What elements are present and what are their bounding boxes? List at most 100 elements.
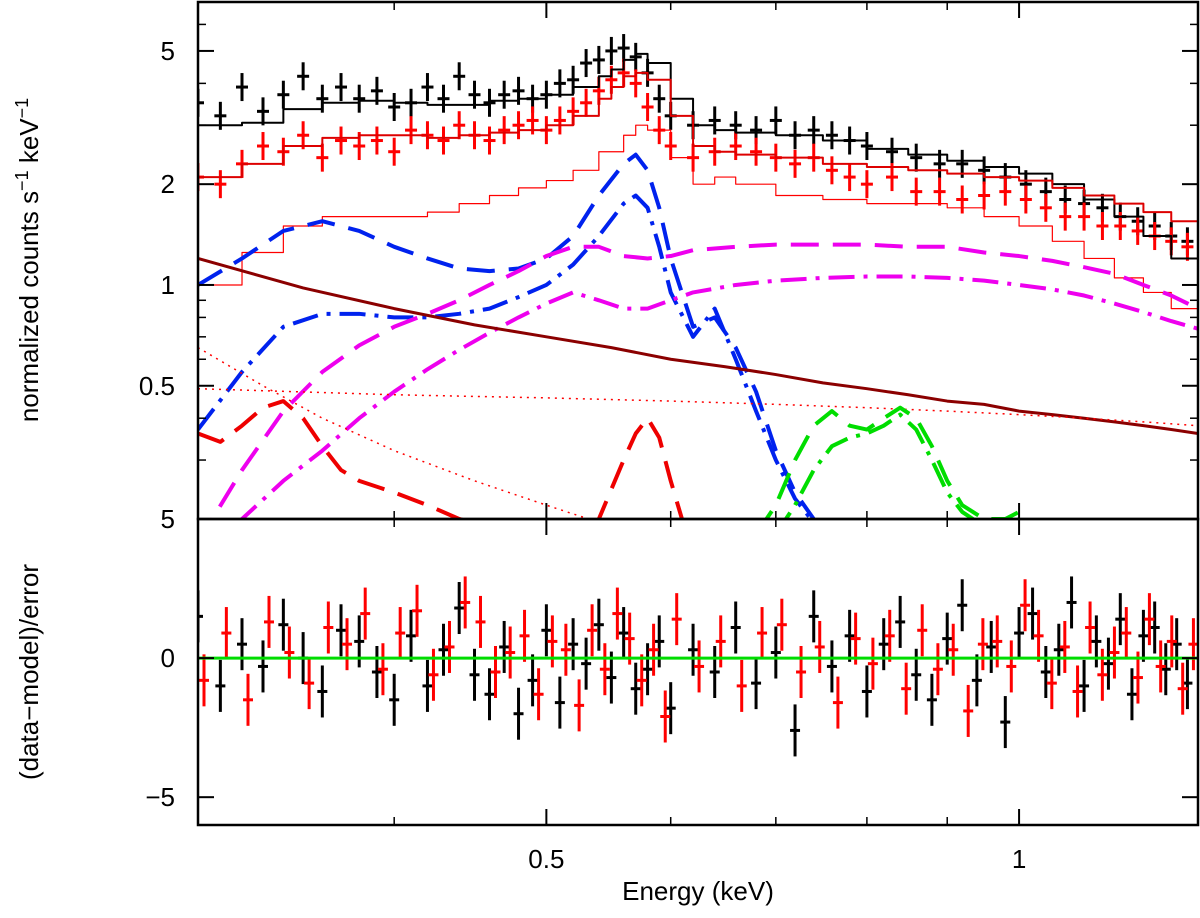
residuals-black-point [389,673,400,726]
residuals-red-point [475,595,486,648]
residuals-red-point [624,612,635,665]
data-red-point [437,126,450,155]
residual-y-tick-label: 5 [161,504,175,534]
data-red-point [843,163,856,192]
data-red-point [1039,193,1052,222]
data-red-point [729,132,742,161]
residuals-red-point [412,584,423,637]
residual-y-axis-title: (data−model)/error [14,564,44,780]
residuals-black-point [878,618,889,671]
residuals-red-point [574,679,585,732]
residuals-red-point [284,626,295,679]
residuals-red-point [533,668,544,721]
data-red-point [641,93,654,122]
component-blue-dashdot-line [198,193,814,519]
residuals-black-point [513,687,524,740]
residuals-black-point [957,579,968,632]
data-black-point [605,36,618,65]
residuals-red-point [221,607,232,660]
residuals-black-point [469,648,480,701]
data-red-point [388,137,401,166]
residuals-red-point [490,646,501,698]
residuals-red-point [1109,626,1120,679]
residuals-black-point [1160,643,1171,696]
y-title-sup1: −1 [12,170,32,191]
x-axis-title: Energy (keV) [622,876,774,906]
residuals-red-point [1132,651,1143,704]
residuals-black-point [1091,615,1102,668]
y-tick-label: 1 [161,270,175,300]
residuals-black-point [926,673,937,726]
residuals-black-point [1066,576,1077,629]
data-red-point [910,177,923,206]
residuals-red-point [1144,593,1155,646]
data-black-point [498,80,511,109]
residuals-red-point [932,643,943,696]
residuals-red-point [199,654,209,707]
data-red-point [335,126,348,155]
residuals-black-point [618,607,629,660]
data-black-point [256,97,269,126]
component-green-dash-line [764,405,1029,519]
data-red-point [297,121,310,150]
residuals-red-point [832,676,843,729]
data-red-point [580,88,593,117]
residuals-black-point [971,654,982,707]
residuals-red-point [1121,607,1132,660]
residuals-black-point [527,654,538,707]
spectrum-y-axis-title: normalized counts s−1 keV−1 [12,98,44,422]
residuals-red-point [505,626,516,679]
data-red-point [750,137,763,166]
residual-y-tick-label: −5 [145,782,175,812]
data-red-point [553,106,566,135]
residuals-black-point [317,665,328,718]
residuals-black-point [709,646,720,698]
y-title-mid: keV [14,118,44,171]
residuals-black-point [454,582,465,635]
data-red-point [1078,202,1091,231]
residuals-red-point [757,607,768,660]
residuals-red-point [304,657,315,710]
data-red-point [789,149,802,178]
data-red-point [978,181,991,210]
residuals-red-point [612,587,623,640]
residuals-red-point [1046,657,1057,710]
model-black-line [198,52,1198,285]
data-black-point [617,34,630,63]
data-black-point [769,106,782,135]
data-black-point [825,121,838,150]
residuals-black-point [1126,668,1137,721]
residuals-black-point [198,590,203,643]
residuals-red-point [1020,579,1031,632]
residuals-black-point [751,657,762,710]
residuals-black-point [911,648,922,701]
residuals-black-point [1027,587,1038,640]
residuals-black-point [606,651,617,704]
residuals-red-point [587,604,598,657]
residuals-black-point [1014,607,1025,660]
data-black-point [886,137,899,166]
residuals-black-point [730,601,741,654]
residuals-black-point [406,609,417,662]
model-red-thin-line [198,124,1198,322]
residuals-red-point [917,604,928,657]
residuals-red-point [671,593,682,646]
residuals-black-point [568,618,579,671]
residuals-black-point [1079,659,1090,712]
data-black-point [453,62,466,91]
residuals-red-point [1006,640,1017,693]
data-black-point [592,45,605,74]
data-red-point [214,170,227,199]
residuals-black-point [826,640,837,693]
data-red-point [256,132,269,161]
data-black-point [553,69,566,98]
residuals-red-point [796,646,807,698]
residuals-black-point [581,637,592,690]
residuals-red-point [444,620,455,673]
residuals-black-point [1115,593,1126,646]
data-black-point [297,62,310,91]
residual-y-tick-label: 0 [161,643,175,673]
residuals-black-point [654,615,665,668]
